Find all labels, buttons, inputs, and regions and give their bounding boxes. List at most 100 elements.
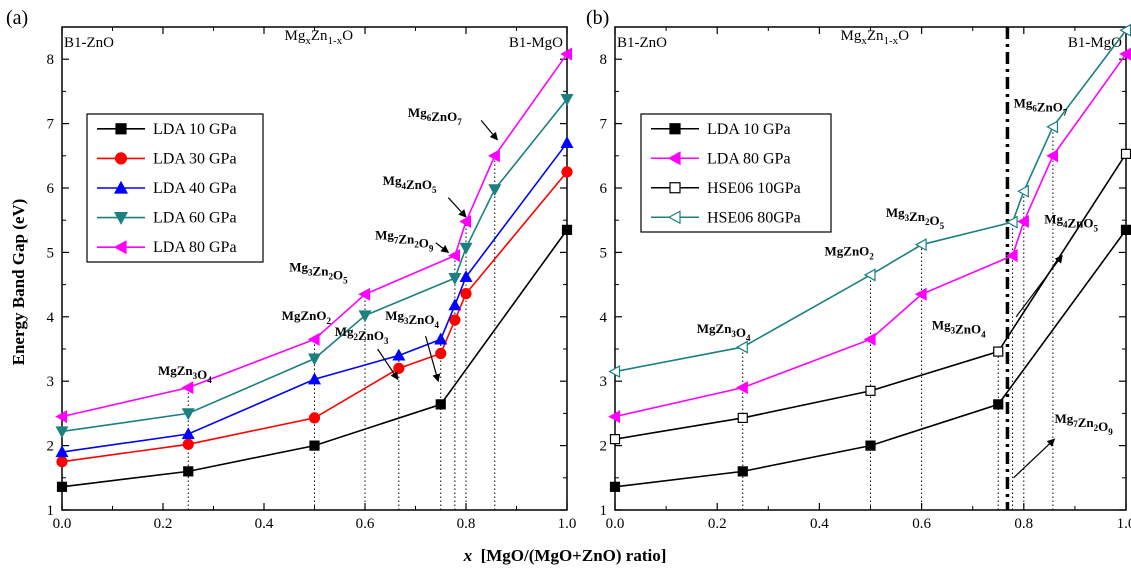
data-point [560,136,574,149]
series-lda-40-gpa [55,136,574,458]
data-point [56,481,68,492]
x-tick-label: 0.8 [1014,516,1033,532]
legend-label: LDA 10 GPa [153,121,237,138]
y-tick-label: 5 [600,245,608,261]
data-point [609,481,621,492]
x-axis-title: x [MgO/(MgO+ZnO) ratio] [463,546,667,565]
top-center-label: MgxZn1-xO [285,28,354,47]
data-point [459,242,473,255]
data-point [736,340,748,354]
series-lda-10-gpa [609,224,1131,492]
legend-label: LDA 60 GPa [153,210,237,227]
data-point [55,445,69,458]
data-point [865,385,876,396]
data-point [560,94,574,106]
series-hse06-80gpa [608,23,1131,379]
legend-label: LDA 40 GPa [153,180,237,197]
y-tick-label: 2 [47,439,55,455]
data-point [183,466,194,477]
data-point [435,347,447,360]
panel-a-chart: (a) B1-ZnO B1-MgO MgxZn1-xO 0.0 0.2 0.4 0.6 0.8 1… [6,7,576,532]
x-tick-label: 0.6 [356,516,375,532]
data-point [737,466,748,477]
composition-annotation: Mg7Zn2O9 [1054,411,1113,437]
data-point [55,410,68,424]
x-tick-label: 0.8 [457,516,476,532]
legend-marker [113,240,127,255]
data-point [561,166,573,178]
data-point [863,332,876,346]
data-point [1046,120,1059,134]
data-point [307,353,322,366]
data-point [488,149,500,163]
series-lda-10-gpa [56,224,573,492]
data-point [435,399,446,410]
data-point [182,438,194,450]
data-point [449,314,461,326]
composition-annotation: Mg3Zn2O5 [289,260,348,286]
y-tick-label: 6 [600,181,608,197]
panel-label: (b) [586,7,609,29]
data-point [181,408,195,421]
data-point [608,410,621,424]
legend-marker [115,123,127,135]
y-tick-label: 1 [47,503,55,519]
annotation-arrow [447,197,467,218]
x-tick-label: 1.0 [1117,516,1131,532]
annotation-arrow [435,242,450,254]
data-point [865,440,876,451]
series-line [614,53,1127,418]
annotation-arrow [1013,438,1056,479]
series-line [614,29,1127,373]
data-point [1120,224,1131,235]
panel-b-chart: (b) B1-ZnO B1-MgO MgxZn1-xO 0.0 0.2 0.4 0.6 0.8 1… [586,7,1131,532]
top-left-label: B1-ZnO [64,35,114,51]
data-point [460,288,472,300]
x-tick-label: 0.2 [154,516,173,532]
data-point [308,412,321,424]
legend-marker [667,151,681,166]
data-point [358,287,371,301]
data-point [1017,184,1029,198]
data-point [488,184,502,197]
legend-label: HSE06 10GPa [707,180,801,197]
data-point [55,426,69,439]
data-point [993,346,1004,357]
data-point [307,372,322,385]
data-point [181,381,194,395]
panel-label: (a) [6,7,28,29]
composition-annotation: Mg3ZnO4 [385,308,439,330]
data-point [56,456,68,468]
y-axis-title: Energy Band Gap (eV) [9,199,28,366]
composition-annotation: Mg3ZnO4 [932,318,986,340]
x-axis-title-description: [MgO/(MgO+ZnO) ratio] [476,546,666,565]
y-tick-label: 3 [47,374,55,390]
data-point [609,434,621,445]
legend-marker [113,180,129,194]
composition-annotation: MgZnO2 [825,244,875,262]
x-tick-label: 0.2 [708,516,727,532]
y-tick-label: 7 [600,117,608,133]
data-point [448,273,462,285]
data-point [914,287,927,301]
annotation-arrow [425,335,441,383]
x-axis-title-variable: x [463,546,473,565]
legend-label: LDA 80 GPa [707,150,791,167]
legend-marker [669,182,681,194]
composition-annotation: MgZn3O4 [158,363,212,385]
data-point [1017,214,1029,229]
composition-annotation: Mg6ZnO7 [1014,96,1068,118]
x-tick-label: 0.4 [255,516,274,532]
data-point [561,224,573,235]
legend: LDA 10 GPa LDA 80 GPa HSE06 10GPa HSE06 80G… [640,113,832,233]
composition-annotation: MgZnO2 [282,308,332,326]
data-point [434,332,448,345]
series-lda-60-gpa [55,94,574,439]
y-tick-label: 7 [47,117,55,133]
series-line [61,98,568,433]
annotation-arrow [1015,254,1063,318]
composition-annotation: Mg4ZnO5 [1044,211,1098,233]
composition-annotation: Mg4ZnO5 [383,173,437,195]
legend-marker [669,123,681,135]
composition-annotation: Mg2ZnO3 [335,324,389,346]
